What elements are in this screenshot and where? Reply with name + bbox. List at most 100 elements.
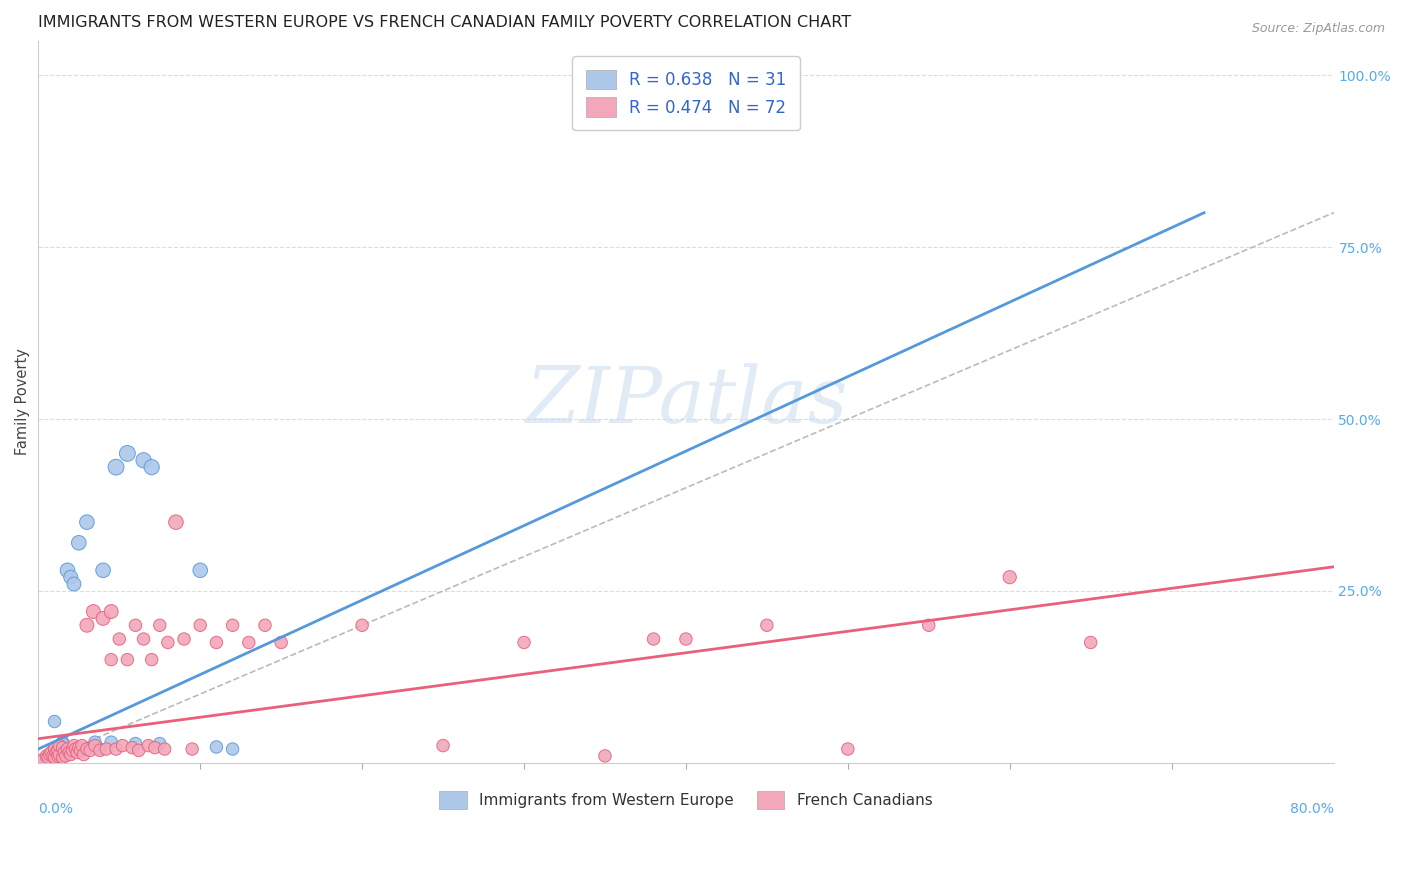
Point: [91, 611, 114, 625]
Point: [45, 746, 67, 760]
Point: [84, 739, 107, 753]
Point: [352, 618, 374, 632]
Point: [37, 750, 59, 764]
Point: [188, 618, 211, 632]
Point: [76, 742, 98, 756]
Point: [141, 653, 163, 667]
Point: [91, 563, 114, 577]
Point: [84, 735, 107, 749]
Point: [100, 605, 122, 619]
Point: [48, 747, 70, 762]
Point: [67, 535, 90, 549]
Point: [173, 632, 195, 646]
Point: [82, 605, 104, 619]
Point: [35, 752, 58, 766]
Point: [221, 742, 243, 756]
Point: [105, 460, 128, 475]
Point: [59, 747, 82, 762]
Point: [76, 618, 98, 632]
Point: [111, 739, 134, 753]
Point: [44, 742, 66, 756]
Point: [38, 747, 60, 762]
Point: [149, 737, 172, 751]
Point: [513, 635, 536, 649]
Point: [35, 748, 58, 763]
Point: [221, 618, 243, 632]
Point: [143, 740, 166, 755]
Point: [432, 739, 454, 753]
Point: [79, 743, 101, 757]
Point: [46, 750, 69, 764]
Point: [96, 742, 118, 756]
Point: [100, 653, 122, 667]
Point: [132, 453, 155, 467]
Point: [44, 714, 66, 729]
Legend: Immigrants from Western Europe, French Canadians: Immigrants from Western Europe, French C…: [432, 783, 941, 816]
Point: [44, 750, 66, 764]
Point: [52, 739, 75, 753]
Point: [188, 563, 211, 577]
Point: [105, 742, 128, 756]
Text: Source: ZipAtlas.com: Source: ZipAtlas.com: [1251, 22, 1385, 36]
Point: [58, 746, 80, 760]
Point: [48, 747, 70, 762]
Point: [270, 635, 292, 649]
Point: [56, 563, 79, 577]
Point: [63, 739, 86, 753]
Point: [675, 632, 697, 646]
Text: 0.0%: 0.0%: [38, 803, 73, 816]
Point: [42, 748, 65, 763]
Point: [63, 577, 86, 591]
Point: [65, 742, 87, 756]
Point: [66, 746, 89, 760]
Point: [755, 618, 778, 632]
Point: [76, 515, 98, 529]
Point: [117, 653, 139, 667]
Point: [121, 740, 143, 755]
Point: [128, 743, 150, 757]
Point: [837, 742, 859, 756]
Point: [100, 735, 122, 749]
Point: [108, 632, 131, 646]
Point: [46, 743, 69, 757]
Point: [165, 515, 187, 529]
Point: [52, 740, 75, 755]
Point: [67, 742, 90, 756]
Y-axis label: Family Poverty: Family Poverty: [15, 349, 30, 455]
Point: [56, 742, 79, 756]
Point: [643, 632, 665, 646]
Point: [39, 746, 62, 760]
Point: [153, 742, 176, 756]
Point: [181, 742, 204, 756]
Point: [55, 748, 77, 763]
Point: [39, 746, 62, 760]
Text: 80.0%: 80.0%: [1289, 803, 1333, 816]
Point: [156, 635, 179, 649]
Point: [73, 747, 96, 762]
Point: [76, 742, 98, 756]
Point: [138, 739, 160, 753]
Point: [205, 739, 228, 754]
Point: [149, 618, 172, 632]
Point: [46, 748, 69, 763]
Point: [238, 635, 260, 649]
Point: [1080, 635, 1102, 649]
Point: [59, 570, 82, 584]
Point: [89, 743, 111, 757]
Point: [117, 446, 139, 460]
Point: [998, 570, 1021, 584]
Point: [60, 743, 83, 757]
Point: [205, 635, 228, 649]
Point: [38, 748, 60, 763]
Point: [56, 743, 79, 757]
Point: [69, 743, 91, 757]
Point: [124, 618, 146, 632]
Point: [44, 742, 66, 756]
Point: [253, 618, 276, 632]
Text: ZIPatlas: ZIPatlas: [524, 364, 846, 440]
Point: [918, 618, 941, 632]
Point: [67, 740, 90, 755]
Point: [70, 739, 93, 753]
Point: [141, 460, 163, 475]
Point: [52, 750, 75, 764]
